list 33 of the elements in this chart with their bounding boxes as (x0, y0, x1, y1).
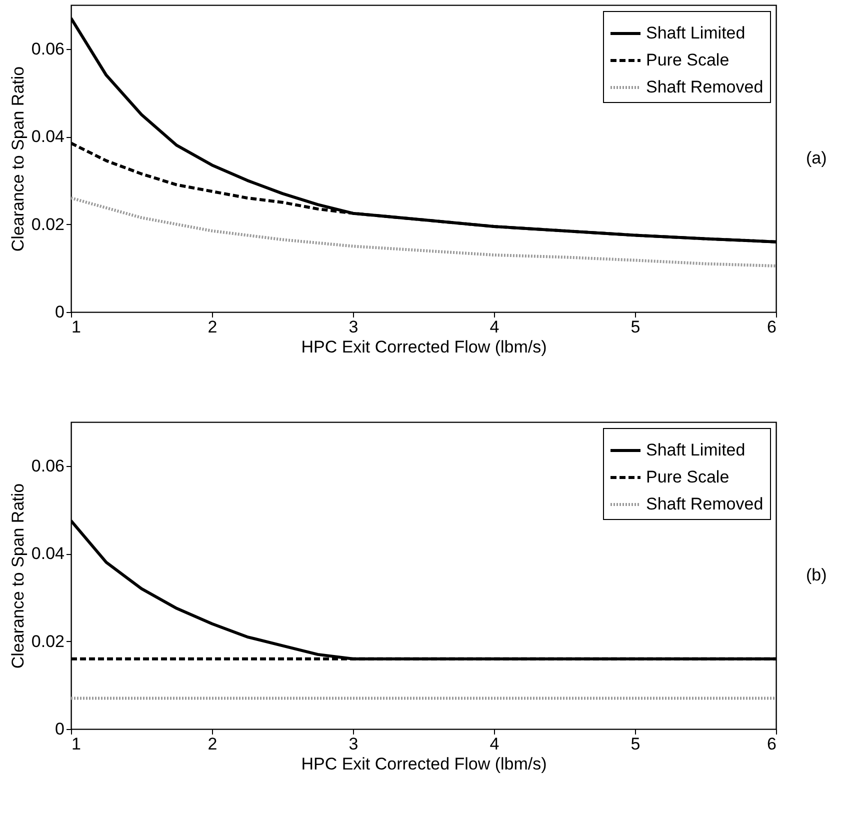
x-axis-title: HPC Exit Corrected Flow (lbm/s) (301, 338, 547, 356)
legend-label: Shaft Removed (646, 78, 764, 96)
y-axis-title: Clearance to Span Ratio (8, 483, 28, 669)
text: (a) (806, 148, 827, 168)
legend-label: Shaft Limited (646, 440, 746, 460)
x-tick-label: 4 (490, 318, 500, 336)
x-tick-label: 3 (348, 318, 358, 336)
x-tick-label: 4 (490, 734, 500, 754)
line-series (71, 196, 776, 268)
x-tick-label: 3 (348, 734, 358, 754)
x-tick-label: 1 (72, 318, 81, 336)
y-tick-label: 0 (55, 720, 64, 738)
y-tick-label: 0.04 (31, 544, 64, 564)
y-tick-label: 0.06 (31, 456, 64, 476)
x-tick-label: 2 (208, 318, 218, 336)
x-tick-label: 5 (630, 318, 640, 336)
y-tick-label: 0.04 (31, 127, 64, 146)
x-tick-label: 5 (630, 734, 640, 754)
y-tick-label: 0.02 (31, 632, 64, 651)
text: (b) (806, 566, 827, 584)
y-axis-title: Clearance to Span Ratio (8, 66, 28, 252)
legend-label: Shaft Limited (646, 24, 746, 42)
x-tick-label: 6 (767, 734, 776, 754)
x-axis-title: HPC Exit Corrected Flow (lbm/s) (301, 754, 547, 774)
legend-label: Shaft Removed (646, 494, 764, 514)
y-tick-label: 0 (55, 302, 64, 322)
y-tick-label: 0.02 (31, 214, 64, 234)
y-tick-label: 0.06 (31, 39, 64, 58)
x-tick-label: 6 (767, 318, 776, 336)
x-tick-label: 2 (208, 734, 218, 754)
legend-label: Pure Scale (646, 50, 730, 70)
legend-label: Pure Scale (646, 468, 730, 486)
x-tick-label: 1 (72, 734, 81, 754)
